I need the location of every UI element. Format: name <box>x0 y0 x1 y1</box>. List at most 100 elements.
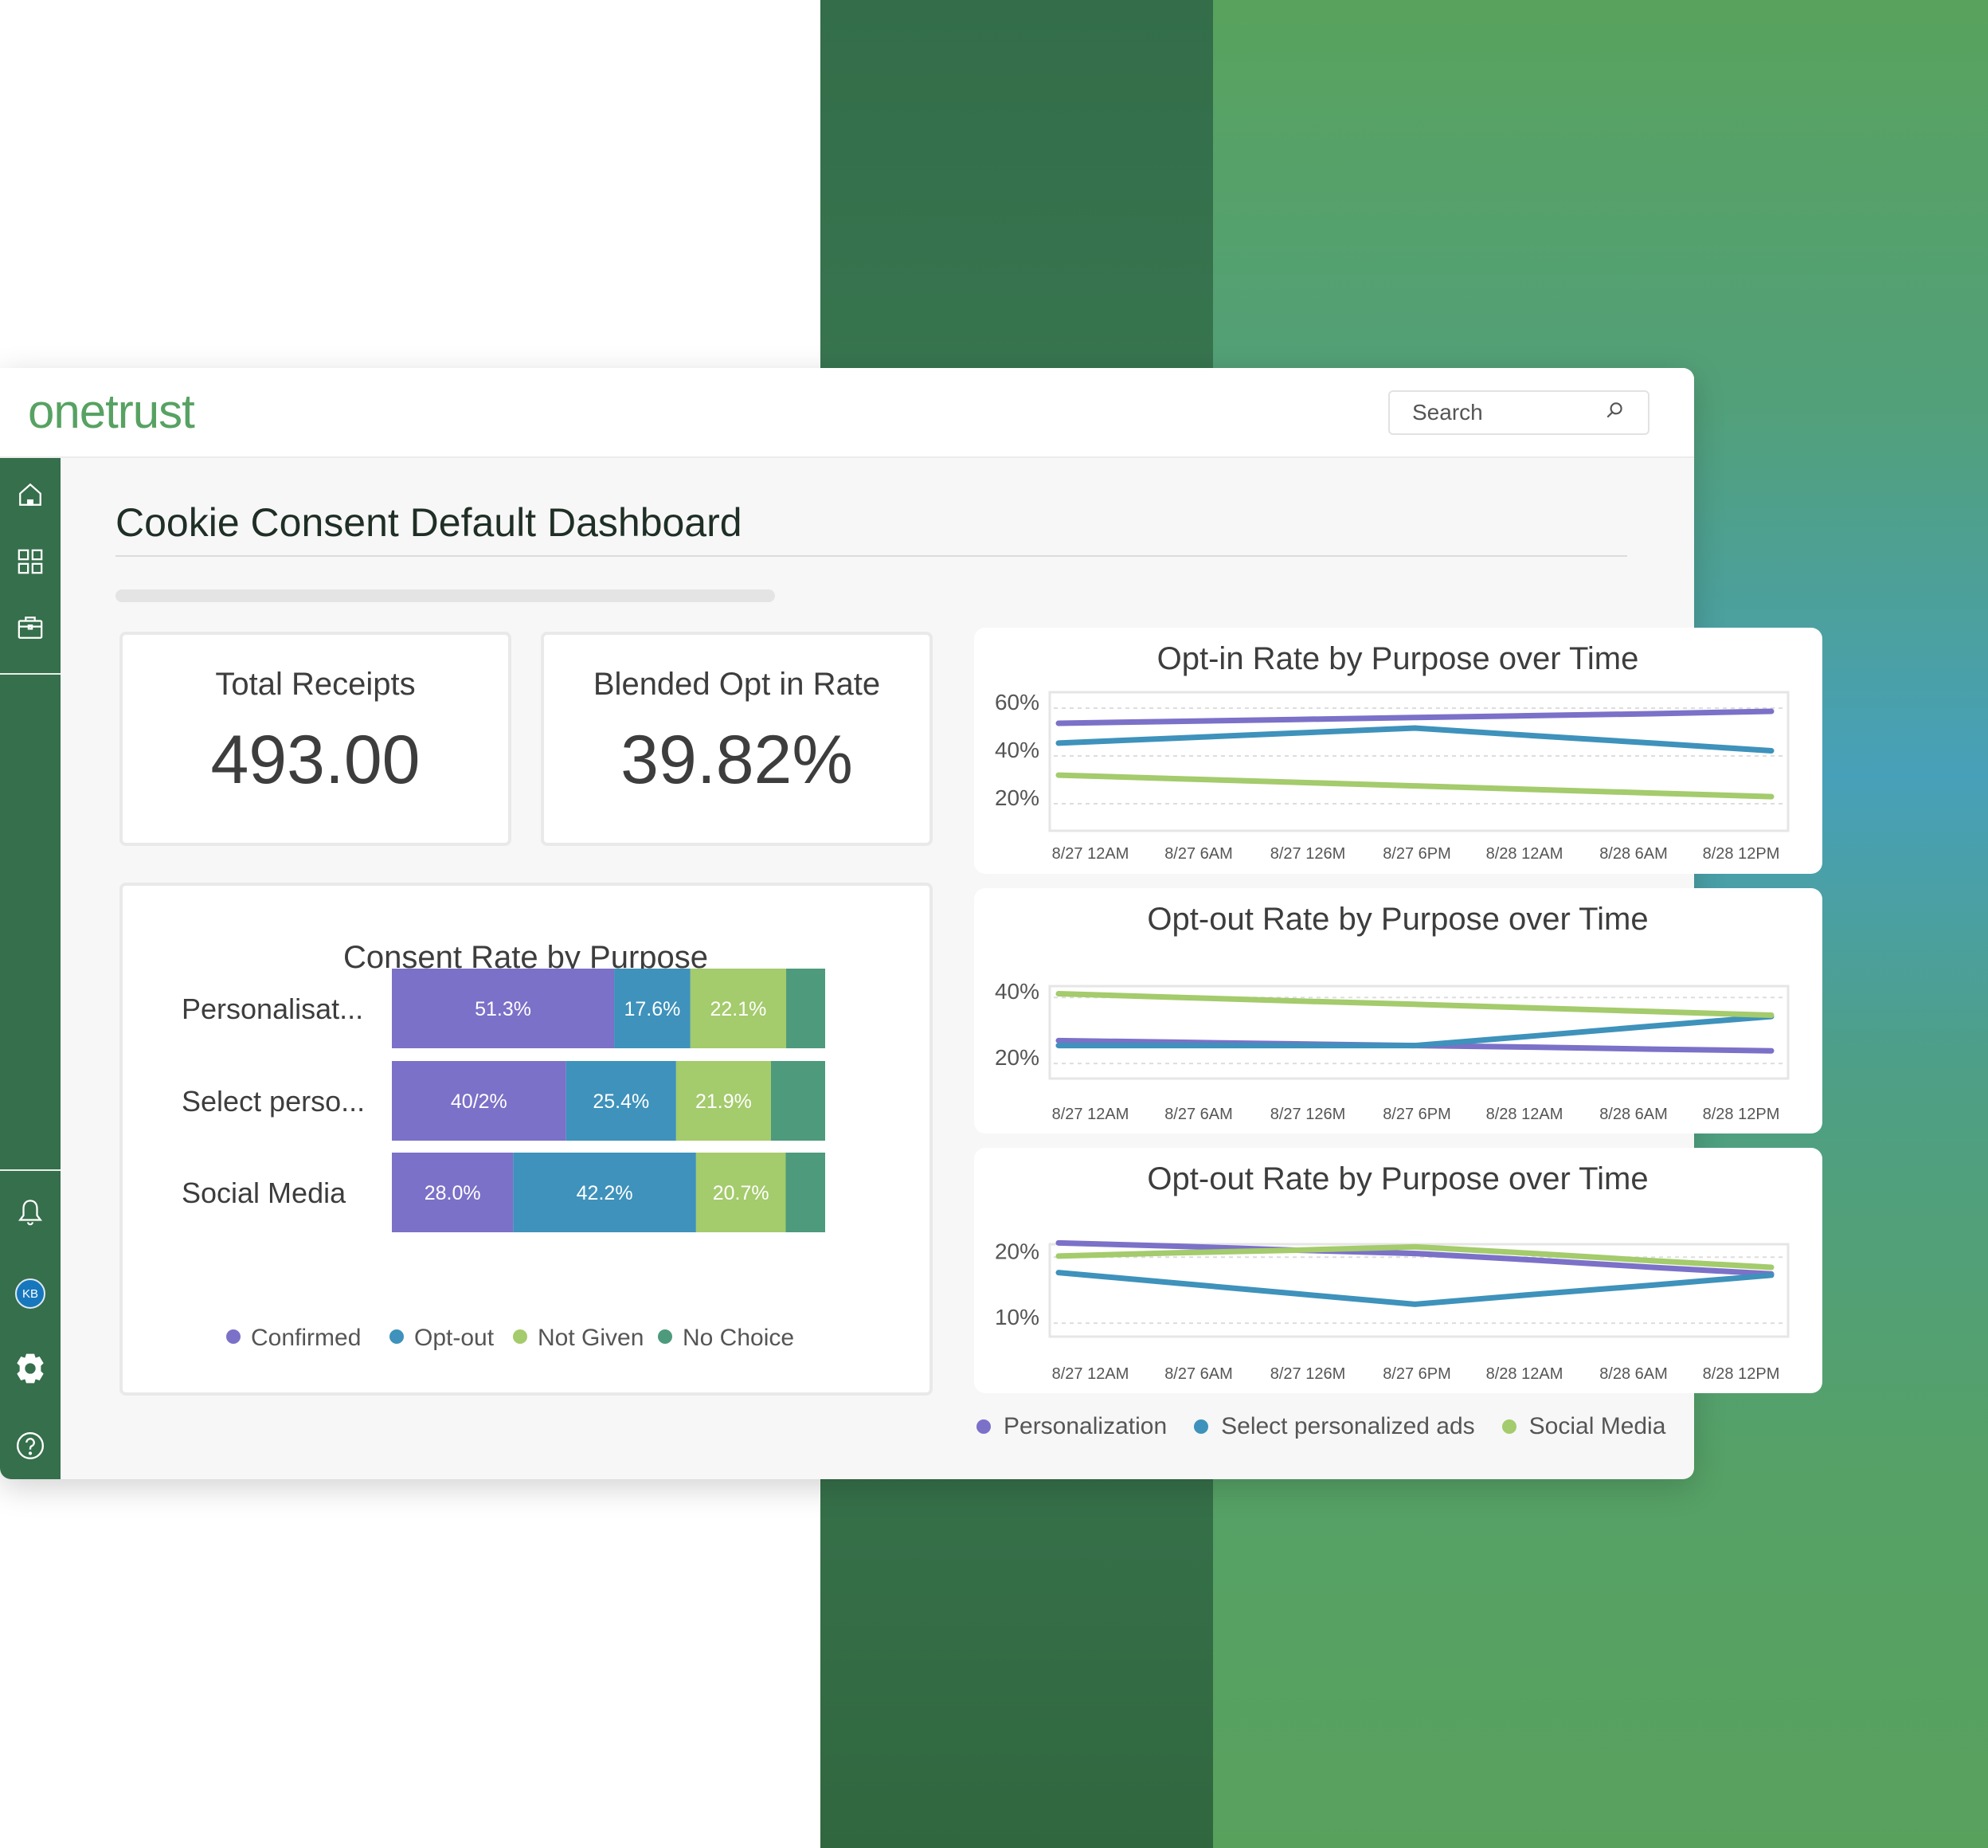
x-tick-label: 8/28 12PM <box>1703 1365 1780 1383</box>
series-line-personalization <box>1055 708 1775 726</box>
x-tick-label: 8/27 12AM <box>1052 1106 1129 1123</box>
legend-item-personalization[interactable]: Personalization <box>976 1413 1167 1440</box>
bar-category-label: Personalisat... <box>182 993 363 1025</box>
opt-out-rate-chart-card: Opt-out Rate by Purpose over Time 40% 20% 8… <box>974 888 1822 1133</box>
series-line-select-personalized-ads <box>1055 1270 1775 1307</box>
chart-title: Opt-out Rate by Purpose over Time <box>1147 1161 1648 1196</box>
legend-item-select-personalized-ads[interactable]: Select personalized ads <box>1194 1413 1475 1440</box>
kpi-card-total-receipts: Total Receipts 493.00 <box>119 632 511 846</box>
bar-segment-not-given <box>695 1153 786 1232</box>
bar-data-label: 40/2% <box>451 1090 507 1113</box>
bar-segment-opt-out <box>565 1061 676 1141</box>
help-icon[interactable] <box>14 1430 46 1462</box>
x-tick-label: 8/28 12AM <box>1486 1106 1563 1123</box>
legend-dot <box>513 1329 527 1344</box>
opt-out-rate-line-chart: Opt-out Rate by Purpose over Time 40% 20% 8… <box>995 902 1790 1123</box>
bar-data-label: 20.7% <box>713 1182 769 1204</box>
x-tick-label: 8/27 126M <box>1270 1365 1346 1383</box>
bar-segment-confirmed <box>392 969 615 1048</box>
bar-segment-opt-out <box>513 1153 696 1232</box>
bar-data-label: 51.3% <box>475 998 531 1020</box>
x-tick-label: 8/28 12PM <box>1703 1106 1780 1123</box>
bar-segment-not-given <box>690 969 787 1048</box>
x-tick-label: 8/27 126M <box>1270 1106 1346 1123</box>
opt-in-rate-line-chart: Opt-in Rate by Purpose over Time 60% 40% 20… <box>995 641 1790 863</box>
bar-data-label: 42.2% <box>577 1182 633 1204</box>
x-tick-label: 8/27 12AM <box>1052 1365 1129 1383</box>
x-tick-label: 8/27 6AM <box>1164 1365 1233 1383</box>
sidebar-divider <box>0 1169 61 1171</box>
sidebar-divider <box>0 673 61 675</box>
opt-in-rate-chart-card: Opt-in Rate by Purpose over Time 60% 40% 20… <box>974 628 1822 874</box>
legend-label: Not Given <box>538 1325 644 1351</box>
bar-data-label: 25.4% <box>593 1090 649 1113</box>
x-tick-label: 8/27 6PM <box>1383 845 1451 863</box>
search-placeholder: Search <box>1412 400 1483 425</box>
search-icon[interactable] <box>1605 400 1626 426</box>
legend-label: Opt-out <box>414 1325 495 1351</box>
series-line-social-media <box>1055 991 1775 1018</box>
bar-segment-not-given <box>675 1061 771 1141</box>
bar-segment-no-choice <box>771 1061 825 1141</box>
y-tick-label: 40% <box>995 738 1039 762</box>
kpi-card-blended-opt-in-rate: Blended Opt in Rate 39.82% <box>541 632 933 846</box>
x-tick-label: 8/28 12PM <box>1703 845 1780 863</box>
opt-out-rate-chart-card-2: Opt-out Rate by Purpose over Time 20% 10% 8… <box>974 1148 1822 1393</box>
page-title: Cookie Consent Default Dashboard <box>115 500 742 545</box>
search-input[interactable]: Search <box>1388 390 1649 435</box>
kpi-label: Blended Opt in Rate <box>593 667 881 702</box>
dashboard-grid-icon[interactable] <box>14 546 46 578</box>
series-line-social-media <box>1055 772 1775 800</box>
top-header: onetrust Search <box>0 368 1694 458</box>
chart-title: Opt-out Rate by Purpose over Time <box>1147 902 1648 937</box>
x-tick-label: 8/27 6PM <box>1383 1106 1451 1123</box>
x-tick-label: 8/28 6AM <box>1599 1106 1668 1123</box>
x-tick-label: 8/28 12AM <box>1486 845 1563 863</box>
legend-item-social-media[interactable]: Social Media <box>1501 1413 1666 1440</box>
bar-segment-confirmed <box>392 1061 566 1141</box>
bar-segment-no-choice <box>786 969 825 1048</box>
x-tick-label: 8/28 6AM <box>1599 1365 1668 1383</box>
x-tick-label: 8/27 126M <box>1270 845 1346 863</box>
series-line-select-personalized-ads <box>1055 1013 1775 1049</box>
x-tick-label: 8/28 12AM <box>1486 1365 1563 1383</box>
plot-area <box>1048 985 1790 1080</box>
legend-dot <box>226 1329 241 1344</box>
x-tick-label: 8/27 12AM <box>1052 845 1129 863</box>
y-tick-label: 60% <box>995 690 1039 715</box>
y-tick-label: 40% <box>995 979 1039 1004</box>
legend-label: Social Media <box>1528 1413 1666 1439</box>
kpi-value: 493.00 <box>210 722 421 798</box>
avatar[interactable]: KB <box>15 1278 45 1309</box>
home-icon[interactable] <box>14 479 46 511</box>
x-tick-label: 8/27 6AM <box>1164 1106 1233 1123</box>
bar-category-label: Select perso... <box>182 1085 365 1118</box>
bell-icon[interactable] <box>14 1197 46 1229</box>
sidebar: KB <box>0 458 61 1479</box>
x-tick-label: 8/28 6AM <box>1599 845 1668 863</box>
line-charts-legend: Personalization Select personalized ads … <box>976 1413 1693 1440</box>
x-tick-label: 8/27 6PM <box>1383 1365 1451 1383</box>
bar-segment-opt-out <box>614 969 691 1048</box>
legend-label: Select personalized ads <box>1221 1413 1475 1439</box>
loading-placeholder-bar <box>115 589 775 602</box>
legend-dot <box>1194 1419 1209 1434</box>
kpi-value: 39.82% <box>620 722 853 798</box>
y-tick-label: 10% <box>995 1305 1039 1329</box>
briefcase-icon[interactable] <box>14 612 46 644</box>
y-tick-label: 20% <box>995 1239 1039 1263</box>
series-line-social-media <box>1055 1243 1775 1270</box>
legend-dot <box>1501 1419 1516 1434</box>
title-divider <box>115 555 1627 557</box>
legend-dot <box>658 1329 672 1344</box>
gear-icon[interactable] <box>14 1353 46 1384</box>
legend-label: Confirmed <box>251 1325 361 1351</box>
legend-dot <box>976 1419 991 1434</box>
y-tick-label: 20% <box>995 1045 1039 1070</box>
onetrust-logo: onetrust <box>28 385 195 438</box>
kpi-label: Total Receipts <box>215 667 416 702</box>
bar-segment-no-choice <box>785 1153 825 1232</box>
legend-label: Personalization <box>1004 1413 1168 1439</box>
series-line-personalization <box>1055 1239 1775 1277</box>
